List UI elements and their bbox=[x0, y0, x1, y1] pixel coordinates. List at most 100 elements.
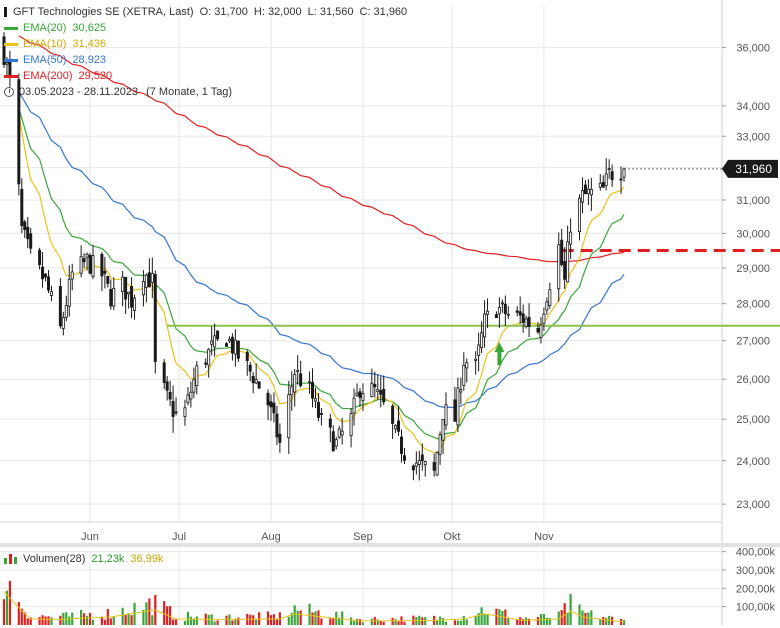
candle-body bbox=[340, 430, 344, 436]
candle-body bbox=[204, 362, 208, 365]
volume-tick-label: 100,00k bbox=[736, 602, 776, 614]
candle-body bbox=[183, 407, 187, 417]
candle-body bbox=[91, 255, 95, 278]
volume-bar bbox=[121, 607, 124, 625]
candle-body bbox=[5, 62, 9, 65]
volume-bar bbox=[142, 609, 145, 625]
volume-bar bbox=[361, 622, 365, 625]
y-tick-label: 26,000 bbox=[736, 374, 770, 386]
candle-body bbox=[334, 439, 338, 447]
candle-body bbox=[474, 358, 478, 361]
volume-bar bbox=[171, 619, 175, 625]
candle-body bbox=[186, 394, 190, 403]
volume-bar bbox=[38, 617, 41, 625]
candle-body bbox=[224, 343, 228, 347]
candle-body bbox=[355, 392, 359, 396]
volume-bar bbox=[358, 619, 362, 625]
candle-body bbox=[44, 273, 48, 278]
candle-body bbox=[245, 352, 249, 362]
arrow-up-icon bbox=[494, 342, 505, 366]
candle-body bbox=[2, 36, 6, 65]
candle-body bbox=[358, 391, 362, 398]
volume-bar bbox=[145, 602, 148, 625]
volume-bar bbox=[296, 610, 299, 625]
volume-bar bbox=[578, 604, 581, 625]
volume-bar bbox=[231, 620, 234, 625]
volume-tick-label: 200,00k bbox=[736, 583, 776, 595]
volume-bar bbox=[255, 619, 258, 625]
candle-body bbox=[601, 182, 605, 188]
volume-bar bbox=[299, 610, 302, 625]
legend-ema200[interactable]: EMA(200) 29,520 bbox=[4, 68, 413, 84]
volume-bar bbox=[480, 607, 483, 625]
candle-body bbox=[483, 313, 487, 338]
y-tick-label: 23,000 bbox=[736, 499, 770, 511]
candle-body bbox=[560, 239, 564, 265]
candle-body bbox=[106, 275, 110, 284]
candle-body bbox=[432, 462, 436, 471]
y-tick-label: 29,000 bbox=[736, 263, 770, 275]
candle-body bbox=[109, 289, 113, 307]
volume-bar bbox=[522, 619, 525, 625]
candle-body bbox=[328, 418, 332, 428]
candle-body bbox=[233, 339, 237, 355]
candle-body bbox=[127, 291, 131, 295]
legend-ema50[interactable]: EMA(50) 28,923 bbox=[4, 52, 413, 68]
volume-bar bbox=[8, 580, 12, 625]
ema20-label: EMA(20) bbox=[23, 22, 67, 34]
candle-body bbox=[598, 182, 602, 188]
candle-body bbox=[195, 365, 199, 386]
candle-body bbox=[162, 362, 166, 383]
candle-body bbox=[70, 271, 74, 280]
volume-bar bbox=[441, 618, 445, 625]
candle-body bbox=[337, 428, 341, 438]
candle-body bbox=[515, 310, 519, 313]
legend-ema10[interactable]: EMA(10) 31,436 bbox=[4, 36, 413, 52]
period-row: 03.05.2023 - 28.11.2023 (7 Monate, 1 Tag… bbox=[4, 84, 413, 100]
volume-bar bbox=[424, 617, 427, 625]
ema50-swatch bbox=[4, 58, 18, 62]
volume-bar bbox=[91, 619, 95, 625]
volume-bar bbox=[320, 618, 323, 625]
candle-body bbox=[20, 188, 24, 226]
candle-body bbox=[192, 379, 196, 393]
volume-bar bbox=[566, 612, 569, 625]
candle-body bbox=[207, 348, 211, 366]
candle-body bbox=[293, 374, 297, 393]
candle-body bbox=[147, 272, 151, 288]
candle-body bbox=[494, 314, 498, 319]
candle-body bbox=[26, 226, 30, 240]
candle-body bbox=[79, 256, 83, 274]
candle-body bbox=[589, 188, 593, 196]
volume-bar bbox=[557, 611, 560, 625]
candle-body bbox=[189, 391, 193, 400]
volume-bar bbox=[17, 602, 20, 625]
candle-body bbox=[610, 171, 614, 181]
y-tick-label: 27,000 bbox=[736, 336, 770, 348]
volume-bar bbox=[100, 616, 103, 625]
legend-ema20[interactable]: EMA(20) 30,625 bbox=[4, 20, 413, 36]
volume-bar bbox=[65, 612, 68, 625]
candle-body bbox=[583, 184, 587, 195]
candle-body bbox=[578, 197, 582, 233]
x-tick-label: Jun bbox=[81, 531, 99, 543]
candle-body bbox=[619, 178, 623, 181]
volume-bar bbox=[376, 619, 379, 625]
candle-body bbox=[112, 287, 116, 307]
volume-bar bbox=[545, 617, 548, 625]
candle-body bbox=[536, 327, 540, 333]
volume-bar bbox=[47, 616, 50, 625]
candle-body bbox=[216, 330, 220, 340]
volume-bar bbox=[127, 613, 130, 625]
x-tick-label: Aug bbox=[261, 531, 281, 543]
volume-bar bbox=[483, 613, 486, 625]
candle-body bbox=[251, 375, 255, 384]
candle-body bbox=[269, 401, 273, 408]
candle-body bbox=[88, 255, 92, 274]
volume-bar bbox=[370, 618, 373, 625]
volume-bar bbox=[329, 618, 332, 625]
volume-bar bbox=[26, 618, 29, 625]
y-tick-label: 24,000 bbox=[736, 456, 770, 468]
